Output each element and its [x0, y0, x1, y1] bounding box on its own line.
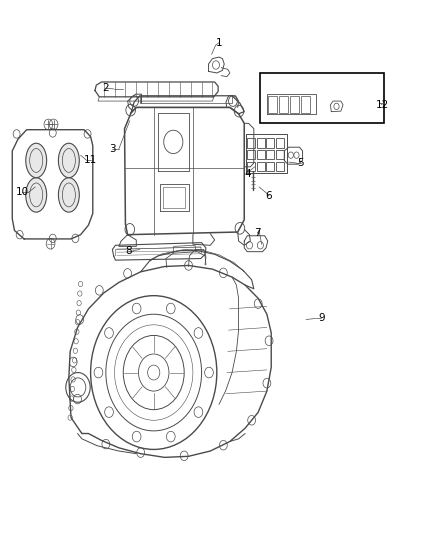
- Text: 5: 5: [297, 158, 304, 168]
- Bar: [266, 150, 274, 159]
- Ellipse shape: [58, 177, 79, 212]
- Bar: [260, 73, 385, 123]
- Ellipse shape: [58, 143, 79, 177]
- Bar: [276, 138, 284, 148]
- Bar: [247, 161, 255, 171]
- Text: 6: 6: [266, 191, 272, 201]
- Text: 1: 1: [215, 38, 223, 48]
- Bar: [276, 150, 284, 159]
- Text: 12: 12: [375, 100, 389, 110]
- Bar: [257, 138, 265, 148]
- Text: 2: 2: [102, 83, 109, 93]
- Text: 10: 10: [16, 187, 29, 197]
- Bar: [276, 161, 284, 171]
- Ellipse shape: [26, 177, 47, 212]
- Bar: [257, 161, 265, 171]
- Ellipse shape: [26, 143, 47, 177]
- Bar: [290, 96, 299, 113]
- Bar: [279, 96, 288, 113]
- Text: 3: 3: [109, 144, 116, 154]
- Bar: [266, 138, 274, 148]
- Bar: [268, 96, 277, 113]
- Bar: [257, 150, 265, 159]
- Bar: [266, 161, 274, 171]
- Text: 7: 7: [254, 228, 261, 238]
- Bar: [301, 96, 310, 113]
- Text: 8: 8: [125, 246, 132, 256]
- Text: 11: 11: [84, 156, 97, 165]
- Text: 4: 4: [244, 169, 251, 179]
- Text: 9: 9: [318, 313, 325, 324]
- Bar: [247, 150, 255, 159]
- Bar: [247, 138, 255, 148]
